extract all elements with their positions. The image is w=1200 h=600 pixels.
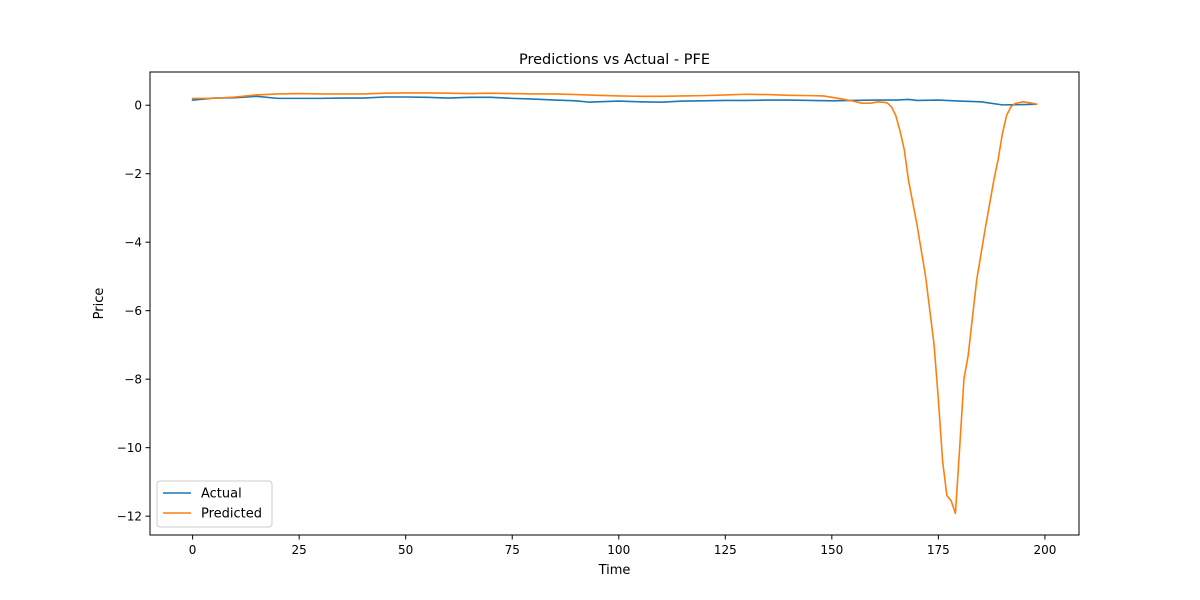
x-tick-label: 50 bbox=[398, 543, 413, 557]
x-tick-label: 0 bbox=[189, 543, 197, 557]
y-tick-label: −10 bbox=[117, 441, 142, 455]
x-tick-label: 75 bbox=[505, 543, 520, 557]
y-tick-label: −4 bbox=[124, 236, 142, 250]
legend-label-actual: Actual bbox=[201, 487, 242, 502]
x-tick-label: 200 bbox=[1033, 543, 1056, 557]
series-line-predicted bbox=[191, 92, 1038, 515]
y-tick-label: −8 bbox=[124, 372, 142, 386]
plot-frame bbox=[149, 71, 1080, 536]
x-tick-label: 150 bbox=[820, 543, 843, 557]
legend-label-predicted: Predicted bbox=[201, 507, 262, 522]
y-axis-label: Price bbox=[92, 288, 107, 320]
y-tick-label: −2 bbox=[124, 167, 142, 181]
x-axis-ticks: 0 25 50 75 100 125 150 175 200 bbox=[189, 535, 1056, 557]
x-tick-label: 125 bbox=[714, 543, 737, 557]
x-tick-label: 175 bbox=[927, 543, 950, 557]
y-tick-label: −6 bbox=[124, 304, 142, 318]
x-tick-label: 25 bbox=[292, 543, 307, 557]
series-layer bbox=[191, 92, 1038, 515]
x-tick-label: 100 bbox=[607, 543, 630, 557]
y-axis-ticks: −12 −10 −8 −6 −4 −2 0 bbox=[117, 99, 150, 523]
legend: Actual Predicted bbox=[156, 480, 273, 528]
y-tick-label: 0 bbox=[134, 99, 142, 113]
y-tick-label: −12 bbox=[117, 509, 142, 523]
x-axis-label: Time bbox=[598, 563, 631, 578]
series-line-actual bbox=[191, 95, 1038, 106]
chart-title: Predictions vs Actual - PFE bbox=[519, 52, 710, 68]
